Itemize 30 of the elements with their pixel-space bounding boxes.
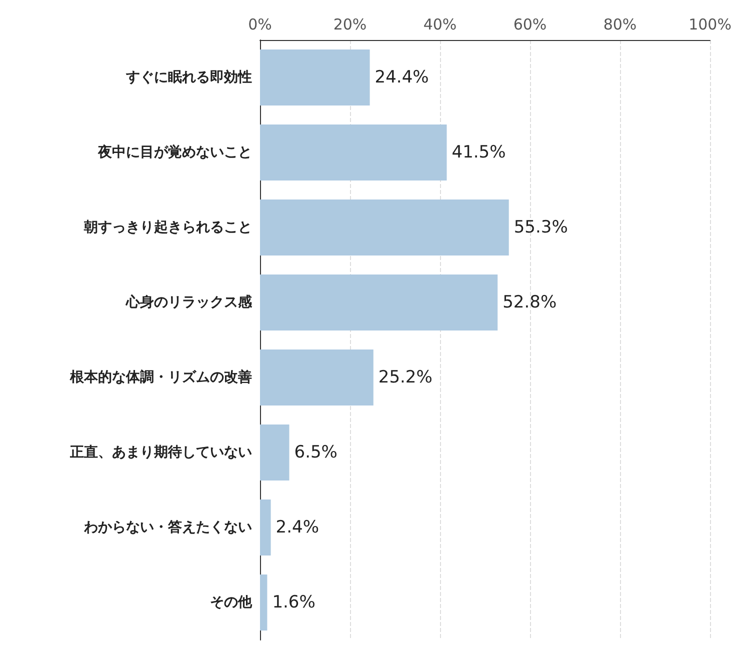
y-tick-label: その他 bbox=[210, 594, 253, 610]
x-tick-label: 40% bbox=[423, 16, 457, 34]
x-tick-label: 80% bbox=[603, 16, 637, 34]
data-label: 25.2% bbox=[378, 368, 432, 388]
bar bbox=[260, 574, 268, 630]
bar bbox=[260, 350, 374, 406]
x-tick-label: 100% bbox=[688, 16, 732, 34]
y-tick-label: 心身のリラックス感 bbox=[125, 294, 253, 310]
y-tick-label: すぐに眠れる即効性 bbox=[125, 70, 252, 86]
bar bbox=[260, 200, 509, 256]
y-tick-label: 朝すっきり起きられること bbox=[83, 220, 252, 236]
data-label: 2.4% bbox=[276, 518, 320, 538]
bar bbox=[260, 274, 498, 330]
y-tick-label: 根本的な体調・リズムの改善 bbox=[69, 368, 252, 386]
data-label: 6.5% bbox=[294, 442, 338, 462]
y-tick-label: 正直、あまり期待していない bbox=[69, 444, 252, 460]
y-tick-label: 夜中に目が覚めないこと bbox=[97, 144, 252, 160]
bar bbox=[260, 424, 290, 480]
x-tick-label: 20% bbox=[333, 16, 367, 34]
bar bbox=[260, 124, 447, 180]
data-label: 1.6% bbox=[272, 592, 316, 612]
data-label: 55.3% bbox=[514, 218, 568, 238]
data-label: 52.8% bbox=[502, 292, 557, 312]
bar bbox=[260, 50, 370, 106]
x-tick-label: 0% bbox=[248, 16, 272, 34]
bar bbox=[260, 500, 271, 556]
y-tick-label: わからない・答えたくない bbox=[83, 520, 252, 536]
x-tick-label: 60% bbox=[513, 16, 547, 34]
data-label: 41.5% bbox=[452, 142, 506, 162]
data-label: 24.4% bbox=[374, 68, 429, 88]
